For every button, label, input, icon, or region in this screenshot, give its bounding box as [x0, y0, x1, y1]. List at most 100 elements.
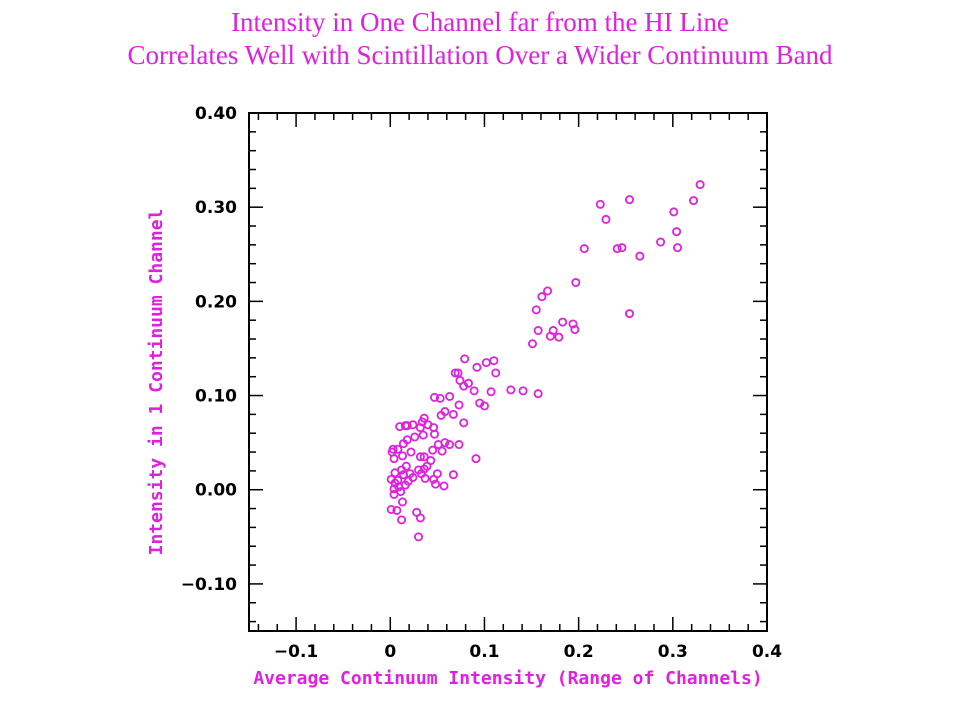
data-point — [398, 470, 408, 480]
data-point — [430, 429, 440, 439]
data-point — [472, 362, 482, 372]
data-point — [571, 278, 581, 288]
data-point — [402, 421, 412, 431]
data-point — [393, 444, 403, 454]
data-point — [397, 515, 407, 525]
data-point — [579, 244, 589, 254]
data-point — [533, 326, 543, 336]
data-point — [527, 339, 537, 349]
x-tick-label: 0 — [384, 642, 396, 662]
x-axis-label: Average Continuum Intensity (Range of Ch… — [253, 668, 762, 689]
data-point — [459, 418, 469, 428]
data-point — [656, 237, 666, 247]
data-point — [445, 391, 455, 401]
data-point — [481, 358, 491, 368]
data-point — [454, 440, 464, 450]
data-point — [617, 243, 627, 253]
data-point — [459, 381, 469, 391]
data-point — [398, 439, 408, 449]
x-tick-label: 0.2 — [564, 642, 594, 662]
data-point — [672, 227, 682, 237]
tick-labels: −0.1 0 0.1 0.2 0.3 0.4−0.100.000.100.200.300.… — [181, 104, 782, 662]
data-point — [448, 470, 458, 480]
x-tick-label: −0.1 — [274, 642, 318, 662]
data-point — [415, 423, 425, 433]
chart-title-line-2: Correlates Well with Scintillation Over … — [127, 40, 833, 70]
data-point — [471, 454, 481, 464]
y-axis-label: Intensity in 1 Continuum Channel — [146, 209, 167, 556]
data-point — [415, 513, 425, 523]
data-point — [450, 368, 460, 378]
data-point — [635, 251, 645, 261]
data-point — [394, 482, 404, 492]
data-point — [460, 354, 470, 364]
chart-title-line-1: Intensity in One Channel far from the HI… — [231, 7, 729, 37]
y-tick-label: −0.10 — [181, 575, 237, 595]
data-point — [429, 474, 439, 484]
data-point — [415, 452, 425, 462]
data-point — [428, 445, 438, 455]
data-point — [419, 452, 429, 462]
data-point — [545, 331, 555, 341]
data-point — [601, 214, 611, 224]
data-point — [595, 199, 605, 209]
data-point — [406, 447, 416, 457]
data-point — [439, 481, 449, 491]
data-point — [436, 410, 446, 420]
data-point — [568, 319, 578, 329]
data-point — [469, 386, 479, 396]
data-point — [433, 440, 443, 450]
data-point — [491, 368, 501, 378]
data-point — [570, 325, 580, 335]
chart-title: Intensity in One Channel far from the HI… — [0, 6, 960, 72]
data-point — [624, 309, 634, 319]
data-point — [673, 243, 683, 253]
data-point — [669, 207, 679, 217]
data-point — [489, 356, 499, 366]
x-tick-label: 0.4 — [752, 642, 782, 662]
data-point — [454, 400, 464, 410]
data-point — [448, 409, 458, 419]
data-point — [398, 497, 408, 507]
data-point — [531, 305, 541, 315]
data-point — [486, 387, 496, 397]
data-point — [518, 386, 528, 396]
data-point — [537, 292, 547, 302]
data-point — [533, 389, 543, 399]
data-point — [543, 286, 553, 296]
data-point — [445, 440, 455, 450]
y-tick-label: 0.40 — [195, 104, 237, 124]
y-tick-label: 0.20 — [195, 292, 237, 312]
data-point — [554, 332, 564, 342]
data-point — [689, 196, 699, 206]
y-tick-label: 0.00 — [195, 481, 237, 501]
data-point — [479, 401, 489, 411]
plot-frame — [248, 112, 768, 632]
data-point — [418, 430, 428, 440]
data-point — [612, 244, 622, 254]
x-tick-label: 0.1 — [469, 642, 499, 662]
data-point — [430, 392, 440, 402]
data-point — [624, 195, 634, 205]
data-point — [410, 432, 420, 442]
data-point — [392, 505, 402, 515]
data-point — [437, 446, 447, 456]
x-tick-label: 0.3 — [658, 642, 688, 662]
data-point — [398, 451, 408, 461]
data-point — [435, 393, 445, 403]
data-point — [695, 180, 705, 190]
data-point — [386, 505, 396, 515]
data-point — [414, 532, 424, 542]
y-tick-label: 0.10 — [195, 387, 237, 407]
y-tick-label: 0.30 — [195, 198, 237, 218]
data-point — [430, 479, 440, 489]
data-point — [389, 454, 399, 464]
axis-ticks — [249, 113, 767, 631]
data-point — [389, 489, 399, 499]
data-points — [386, 180, 705, 542]
data-point — [390, 468, 400, 478]
data-point — [506, 385, 516, 395]
data-point — [420, 473, 430, 483]
data-point — [558, 317, 568, 327]
